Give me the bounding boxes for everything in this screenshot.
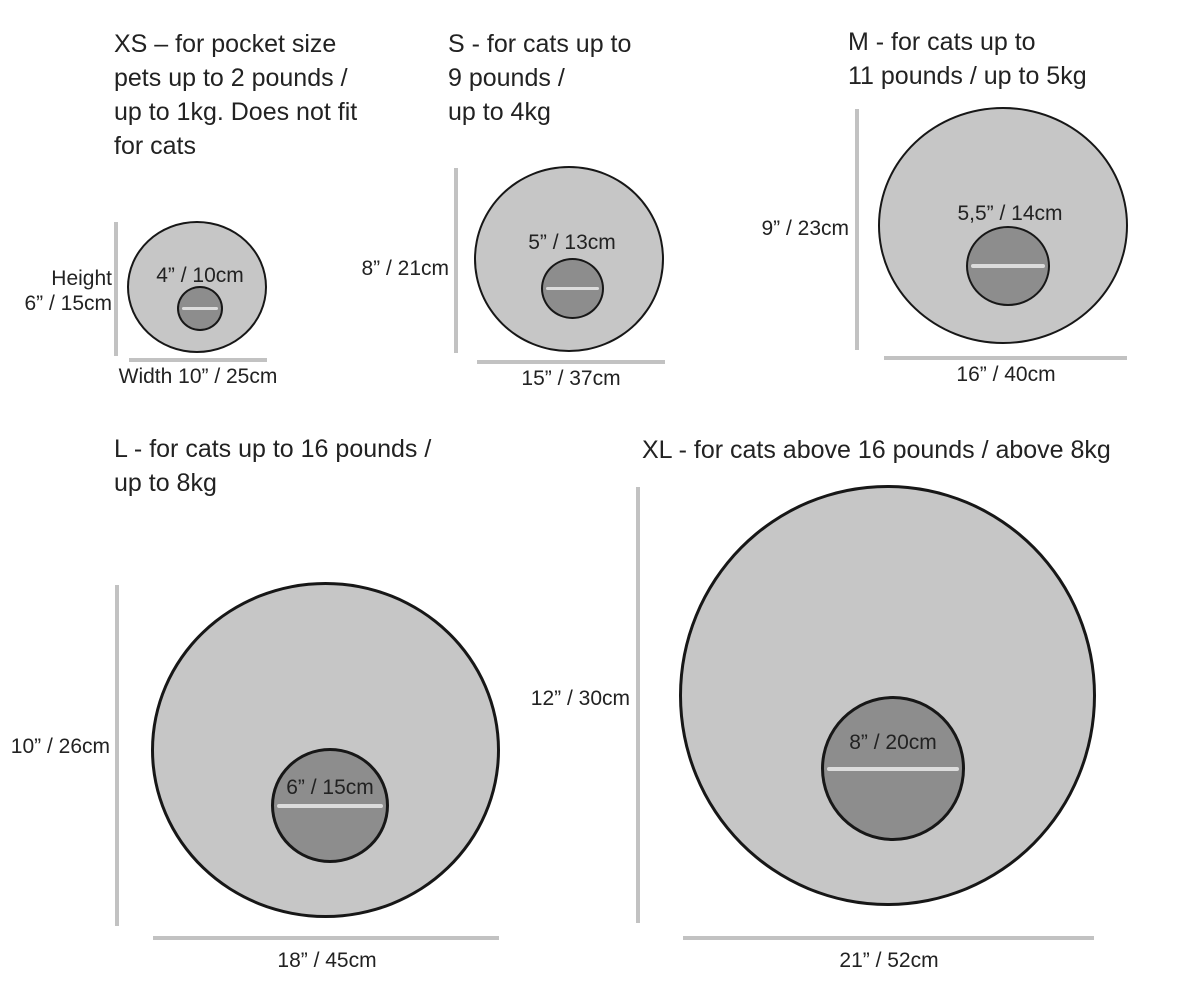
- width-dimension-line-s: [477, 360, 665, 364]
- width-dimension-line-xs: [129, 358, 267, 362]
- width-dimension-line-l: [153, 936, 499, 940]
- size-title-xs: XS – for pocket size pets up to 2 pounds…: [114, 30, 358, 160]
- height-label-m: 9” / 23cm: [761, 217, 849, 240]
- height-dimension-line-l: [115, 585, 119, 926]
- width-label-xl: 21” / 52cm: [839, 949, 939, 972]
- bed-hole-circle-xs: [177, 286, 223, 331]
- hole-diameter-line-m: [971, 264, 1045, 268]
- height-label-s: 8” / 21cm: [361, 257, 449, 280]
- size-title-m: M - for cats up to 11 pounds / up to 5kg: [848, 28, 1087, 90]
- hole-label-xs: 4” / 10cm: [156, 264, 244, 287]
- height-label-xs: Height 6” / 15cm: [24, 267, 112, 315]
- hole-diameter-line-xl: [827, 766, 959, 771]
- size-title-xl: XL - for cats above 16 pounds / above 8k…: [642, 436, 1111, 464]
- hole-diameter-line-xs: [182, 306, 218, 310]
- width-label-xs: Width 10” / 25cm: [118, 365, 278, 388]
- hole-label-xl: 8” / 20cm: [849, 731, 937, 754]
- height-dimension-line-xl: [636, 487, 640, 923]
- hole-label-m: 5,5” / 14cm: [957, 202, 1063, 225]
- hole-label-l: 6” / 15cm: [286, 776, 374, 799]
- width-label-s: 15” / 37cm: [521, 367, 621, 390]
- bed-hole-circle-xl: [821, 696, 965, 841]
- width-label-m: 16” / 40cm: [956, 363, 1056, 386]
- width-label-l: 18” / 45cm: [277, 949, 377, 972]
- bed-hole-circle-s: [541, 258, 604, 319]
- hole-diameter-line-l: [277, 803, 383, 808]
- hole-label-s: 5” / 13cm: [528, 231, 616, 254]
- size-title-l: L - for cats up to 16 pounds / up to 8kg: [114, 435, 432, 497]
- size-title-s: S - for cats up to 9 pounds / up to 4kg: [448, 30, 632, 126]
- height-label-l: 10” / 26cm: [10, 735, 110, 758]
- height-dimension-line-m: [855, 109, 859, 350]
- height-dimension-line-s: [454, 168, 458, 353]
- width-dimension-line-xl: [683, 936, 1094, 940]
- height-dimension-line-xs: [114, 222, 118, 356]
- hole-diameter-line-s: [546, 286, 599, 290]
- bed-hole-circle-m: [966, 226, 1050, 306]
- bed-hole-circle-l: [271, 748, 389, 863]
- width-dimension-line-m: [884, 356, 1127, 360]
- height-label-xl: 12” / 30cm: [530, 687, 630, 710]
